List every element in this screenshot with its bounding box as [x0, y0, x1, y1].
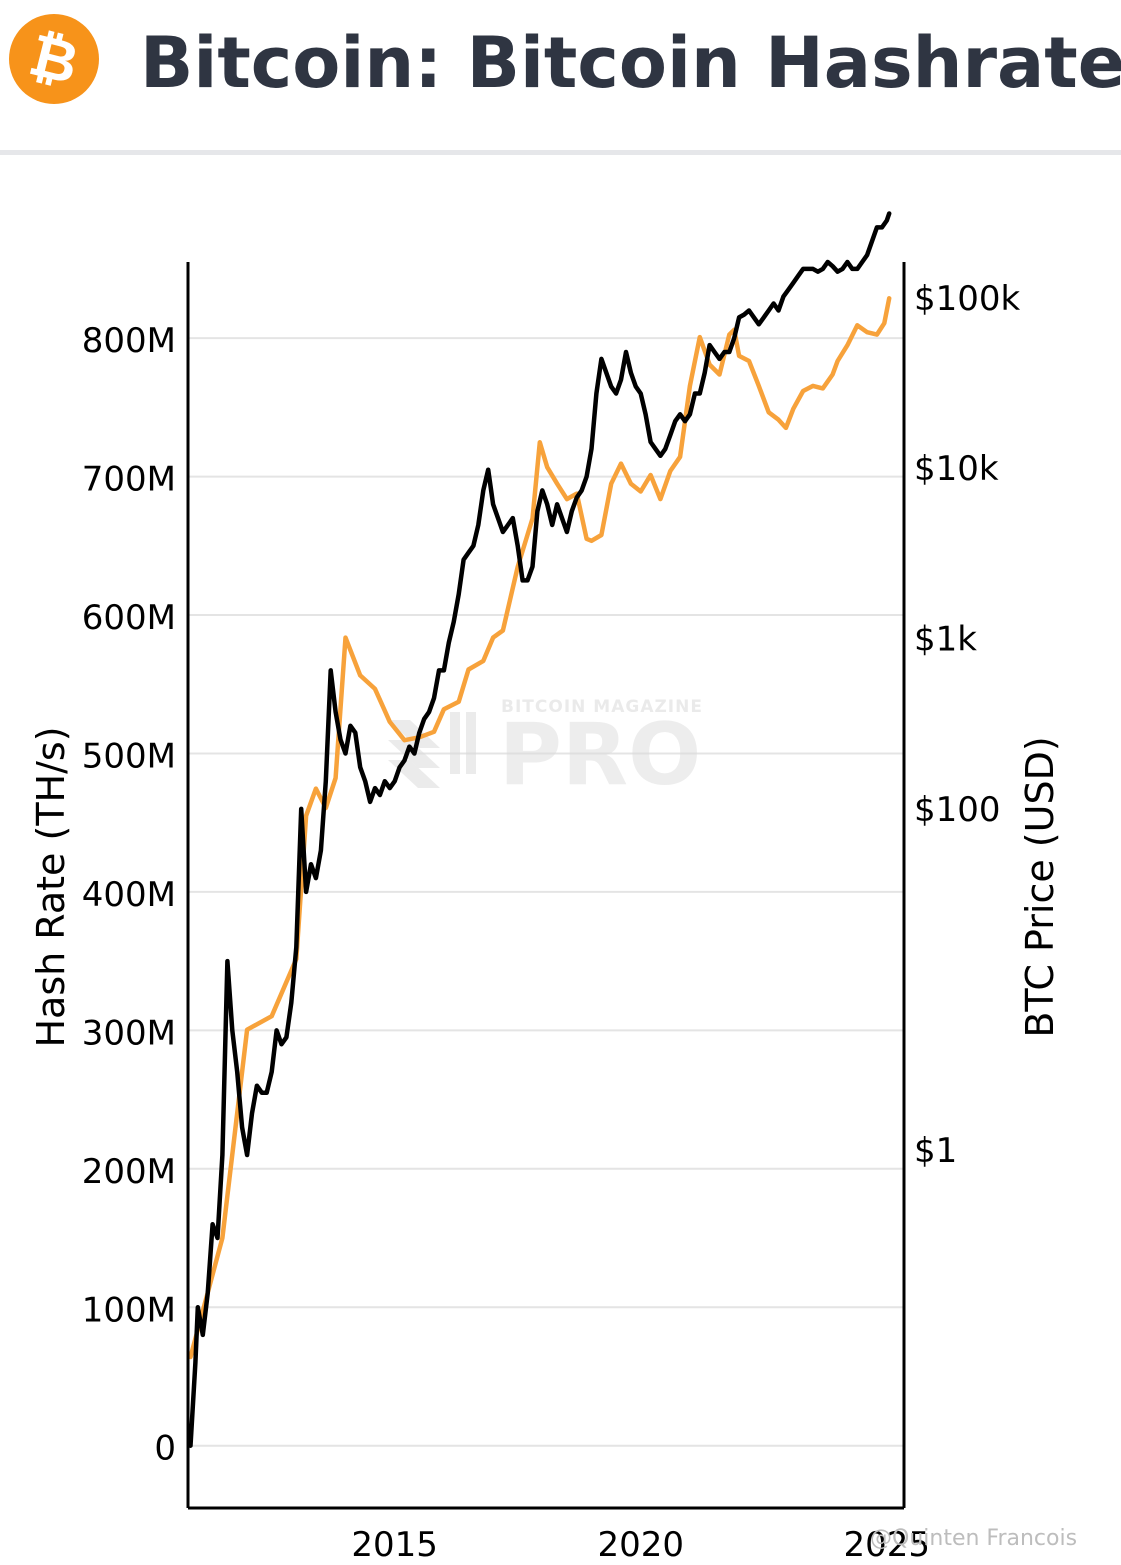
y-tick-label: 200M [82, 1152, 176, 1192]
header-divider [0, 150, 1121, 155]
watermark-big-text: PRO [499, 705, 701, 805]
header: ₿ Bitcoin: Bitcoin Hashrate [0, 0, 1121, 150]
series-layer [188, 211, 892, 1448]
grid-layer [188, 337, 904, 1447]
y-axis-title: Hash Rate (TH/s) [29, 726, 73, 1047]
y2-tick-label: $100k [914, 279, 1021, 319]
page-title: Bitcoin: Bitcoin Hashrate [140, 22, 1121, 104]
y2-tick-label: $100 [914, 790, 1001, 830]
y-tick-label: 0 [154, 1429, 176, 1469]
y2-axis-title: BTC Price (USD) [1018, 736, 1062, 1037]
y-tick-label: 100M [82, 1290, 176, 1330]
y2-tick-label: $1k [914, 620, 977, 660]
watermark: BITCOIN MAGAZINE PRO [388, 697, 703, 805]
watermark-small-text: BITCOIN MAGAZINE [501, 697, 703, 717]
x-tick-label: 2015 [351, 1525, 438, 1565]
labels-layer: Hash Rate (TH/s) BTC Price (USD) 0 100M 20… [29, 279, 1062, 1565]
axes-layer [186, 262, 906, 1510]
y2-tick-label: $10k [914, 449, 999, 489]
y-tick-label: 500M [82, 736, 176, 776]
x-tick-label: 2025 [844, 1525, 931, 1565]
y-tick-label: 300M [82, 1013, 176, 1053]
y-tick-label: 700M [82, 460, 176, 500]
hashrate-line [188, 211, 892, 1448]
bitcoin-logo-circle [9, 14, 99, 104]
y-tick-label: 800M [82, 321, 176, 361]
watermark-logo-icon [388, 712, 476, 788]
bitcoin-logo-icon: ₿ [9, 14, 99, 104]
y-tick-label: 600M [82, 598, 176, 638]
credit-text: @Quinten Francois [870, 1526, 1078, 1551]
btc-price-line [188, 296, 892, 1360]
x-tick-label: 2020 [597, 1525, 684, 1565]
y-tick-label: 400M [82, 875, 176, 915]
y2-tick-label: $1 [914, 1131, 957, 1171]
